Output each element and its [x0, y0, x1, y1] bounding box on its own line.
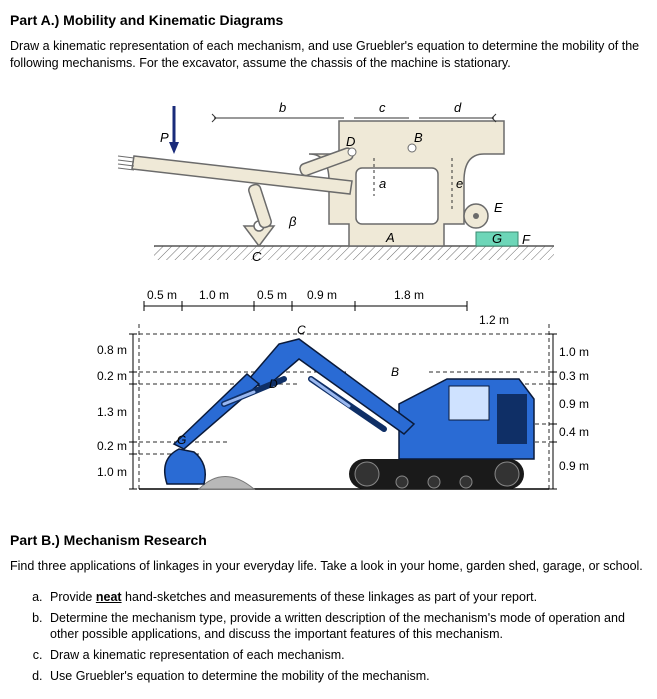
figure-excavator: 0.5 m 1.0 m 0.5 m 0.9 m 1.8 m 1.2 m 0.8 … [49, 284, 609, 514]
label-F: F [522, 232, 531, 247]
label-G: G [492, 231, 502, 246]
label-C: C [252, 249, 262, 264]
label-e: e [456, 176, 463, 191]
dim-right-1: 0.3 m [559, 369, 589, 383]
label-B: B [414, 130, 423, 145]
item-c: Draw a kinematic representation of each … [46, 647, 647, 664]
dim-right-2: 0.9 m [559, 397, 589, 411]
label-D2: D [269, 377, 278, 391]
item-d: Use Gruebler's equation to determine the… [46, 668, 647, 685]
label-C2: C [297, 323, 306, 337]
label-c: c [379, 100, 386, 115]
item-a: Provide neat hand-sketches and measureme… [46, 589, 647, 606]
part-a-heading: Part A.) Mobility and Kinematic Diagrams [10, 12, 647, 28]
dim-top-5: 1.2 m [479, 313, 509, 327]
label-d: d [454, 100, 462, 115]
dim-left-4: 1.0 m [96, 465, 126, 479]
part-a-text: Draw a kinematic representation of each … [10, 38, 647, 72]
dim-top-1: 1.0 m [199, 288, 229, 302]
dim-right-3: 0.4 m [559, 425, 589, 439]
label-P: P [160, 130, 169, 145]
dim-top-2: 0.5 m [257, 288, 287, 302]
label-D: D [346, 134, 355, 149]
dim-right-0: 1.0 m [559, 345, 589, 359]
label-a: a [379, 176, 386, 191]
figure-clamp-mechanism: P b c d D B a e E F G A C β [94, 86, 564, 266]
item-b: Determine the mechanism type, provide a … [46, 610, 647, 644]
dim-left-2: 1.3 m [96, 405, 126, 419]
dim-left-0: 0.8 m [96, 343, 126, 357]
dim-left-1: 0.2 m [96, 369, 126, 383]
dim-left-3: 0.2 m [96, 439, 126, 453]
dim-top-3: 0.9 m [307, 288, 337, 302]
label-E: E [494, 200, 503, 215]
item-a-post: hand-sketches and measurements of these … [122, 590, 538, 604]
item-a-underline: neat [96, 590, 122, 604]
label-b: b [279, 100, 286, 115]
label-G2: G [177, 433, 186, 447]
dim-top-0: 0.5 m [147, 288, 177, 302]
part-b-list: Provide neat hand-sketches and measureme… [10, 589, 647, 685]
label-B2: B [391, 365, 399, 379]
dim-top-4: 1.8 m [394, 288, 424, 302]
part-b-text: Find three applications of linkages in y… [10, 558, 647, 575]
dim-right-4: 0.9 m [559, 459, 589, 473]
part-b-heading: Part B.) Mechanism Research [10, 532, 647, 548]
label-beta: β [288, 214, 297, 229]
item-a-pre: Provide [50, 590, 96, 604]
label-A: A [385, 230, 395, 245]
